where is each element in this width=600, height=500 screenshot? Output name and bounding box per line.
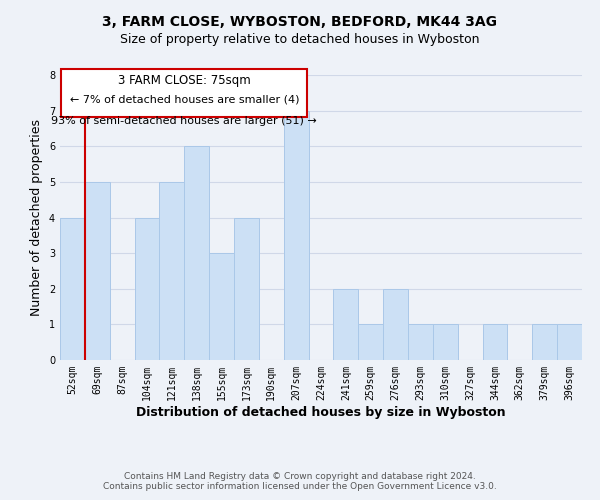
Bar (334, 289, 358, 360)
Bar (408, 324, 433, 360)
Text: Contains HM Land Registry data © Crown copyright and database right 2024.: Contains HM Land Registry data © Crown c… (124, 472, 476, 481)
Bar (284, 110, 308, 360)
X-axis label: Distribution of detached houses by size in Wyboston: Distribution of detached houses by size … (136, 406, 506, 418)
Text: Size of property relative to detached houses in Wyboston: Size of property relative to detached ho… (120, 32, 480, 46)
Text: Contains public sector information licensed under the Open Government Licence v3: Contains public sector information licen… (103, 482, 497, 491)
Bar (482, 324, 508, 360)
Y-axis label: Number of detached properties: Number of detached properties (31, 119, 43, 316)
Bar (433, 324, 458, 360)
Text: 3 FARM CLOSE: 75sqm: 3 FARM CLOSE: 75sqm (118, 74, 251, 88)
Text: ← 7% of detached houses are smaller (4): ← 7% of detached houses are smaller (4) (70, 94, 299, 104)
Bar (383, 289, 408, 360)
Bar (85, 182, 110, 360)
Text: 93% of semi-detached houses are larger (51) →: 93% of semi-detached houses are larger (… (52, 116, 317, 126)
Bar (532, 324, 557, 360)
FancyBboxPatch shape (61, 68, 307, 117)
Bar (234, 218, 259, 360)
Bar (358, 324, 383, 360)
Bar (160, 182, 184, 360)
Bar (134, 218, 160, 360)
Text: 3, FARM CLOSE, WYBOSTON, BEDFORD, MK44 3AG: 3, FARM CLOSE, WYBOSTON, BEDFORD, MK44 3… (103, 15, 497, 29)
Bar (184, 146, 209, 360)
Bar (557, 324, 582, 360)
Bar (209, 253, 234, 360)
Bar (60, 218, 85, 360)
